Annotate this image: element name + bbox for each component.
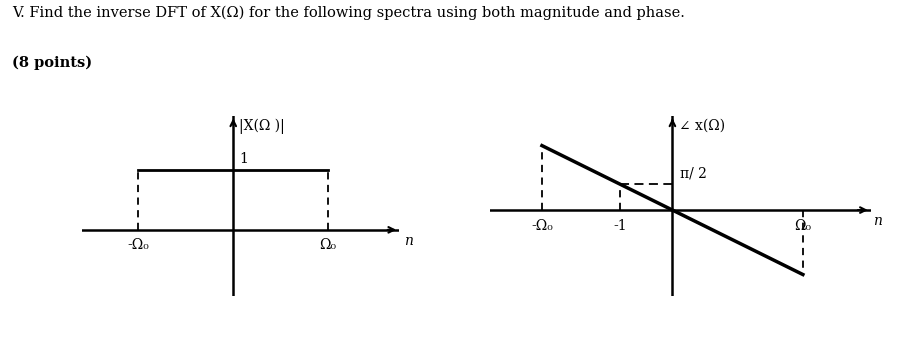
Text: -1: -1 <box>613 219 627 232</box>
Text: -Ω₀: -Ω₀ <box>128 238 150 252</box>
Text: n: n <box>404 234 413 248</box>
Text: Ω₀: Ω₀ <box>795 219 812 232</box>
Text: π/ 2: π/ 2 <box>680 167 707 181</box>
Text: ∠ x(Ω): ∠ x(Ω) <box>678 119 725 133</box>
Text: |X(Ω )|: |X(Ω )| <box>239 118 285 134</box>
Text: V. Find the inverse DFT of X(Ω) for the following spectra using both magnitude a: V. Find the inverse DFT of X(Ω) for the … <box>12 5 685 20</box>
Text: -Ω₀: -Ω₀ <box>532 219 553 232</box>
Text: Ω₀: Ω₀ <box>319 238 336 252</box>
Text: (8 points): (8 points) <box>12 56 92 70</box>
Text: 1: 1 <box>239 152 248 166</box>
Text: n: n <box>873 214 883 229</box>
